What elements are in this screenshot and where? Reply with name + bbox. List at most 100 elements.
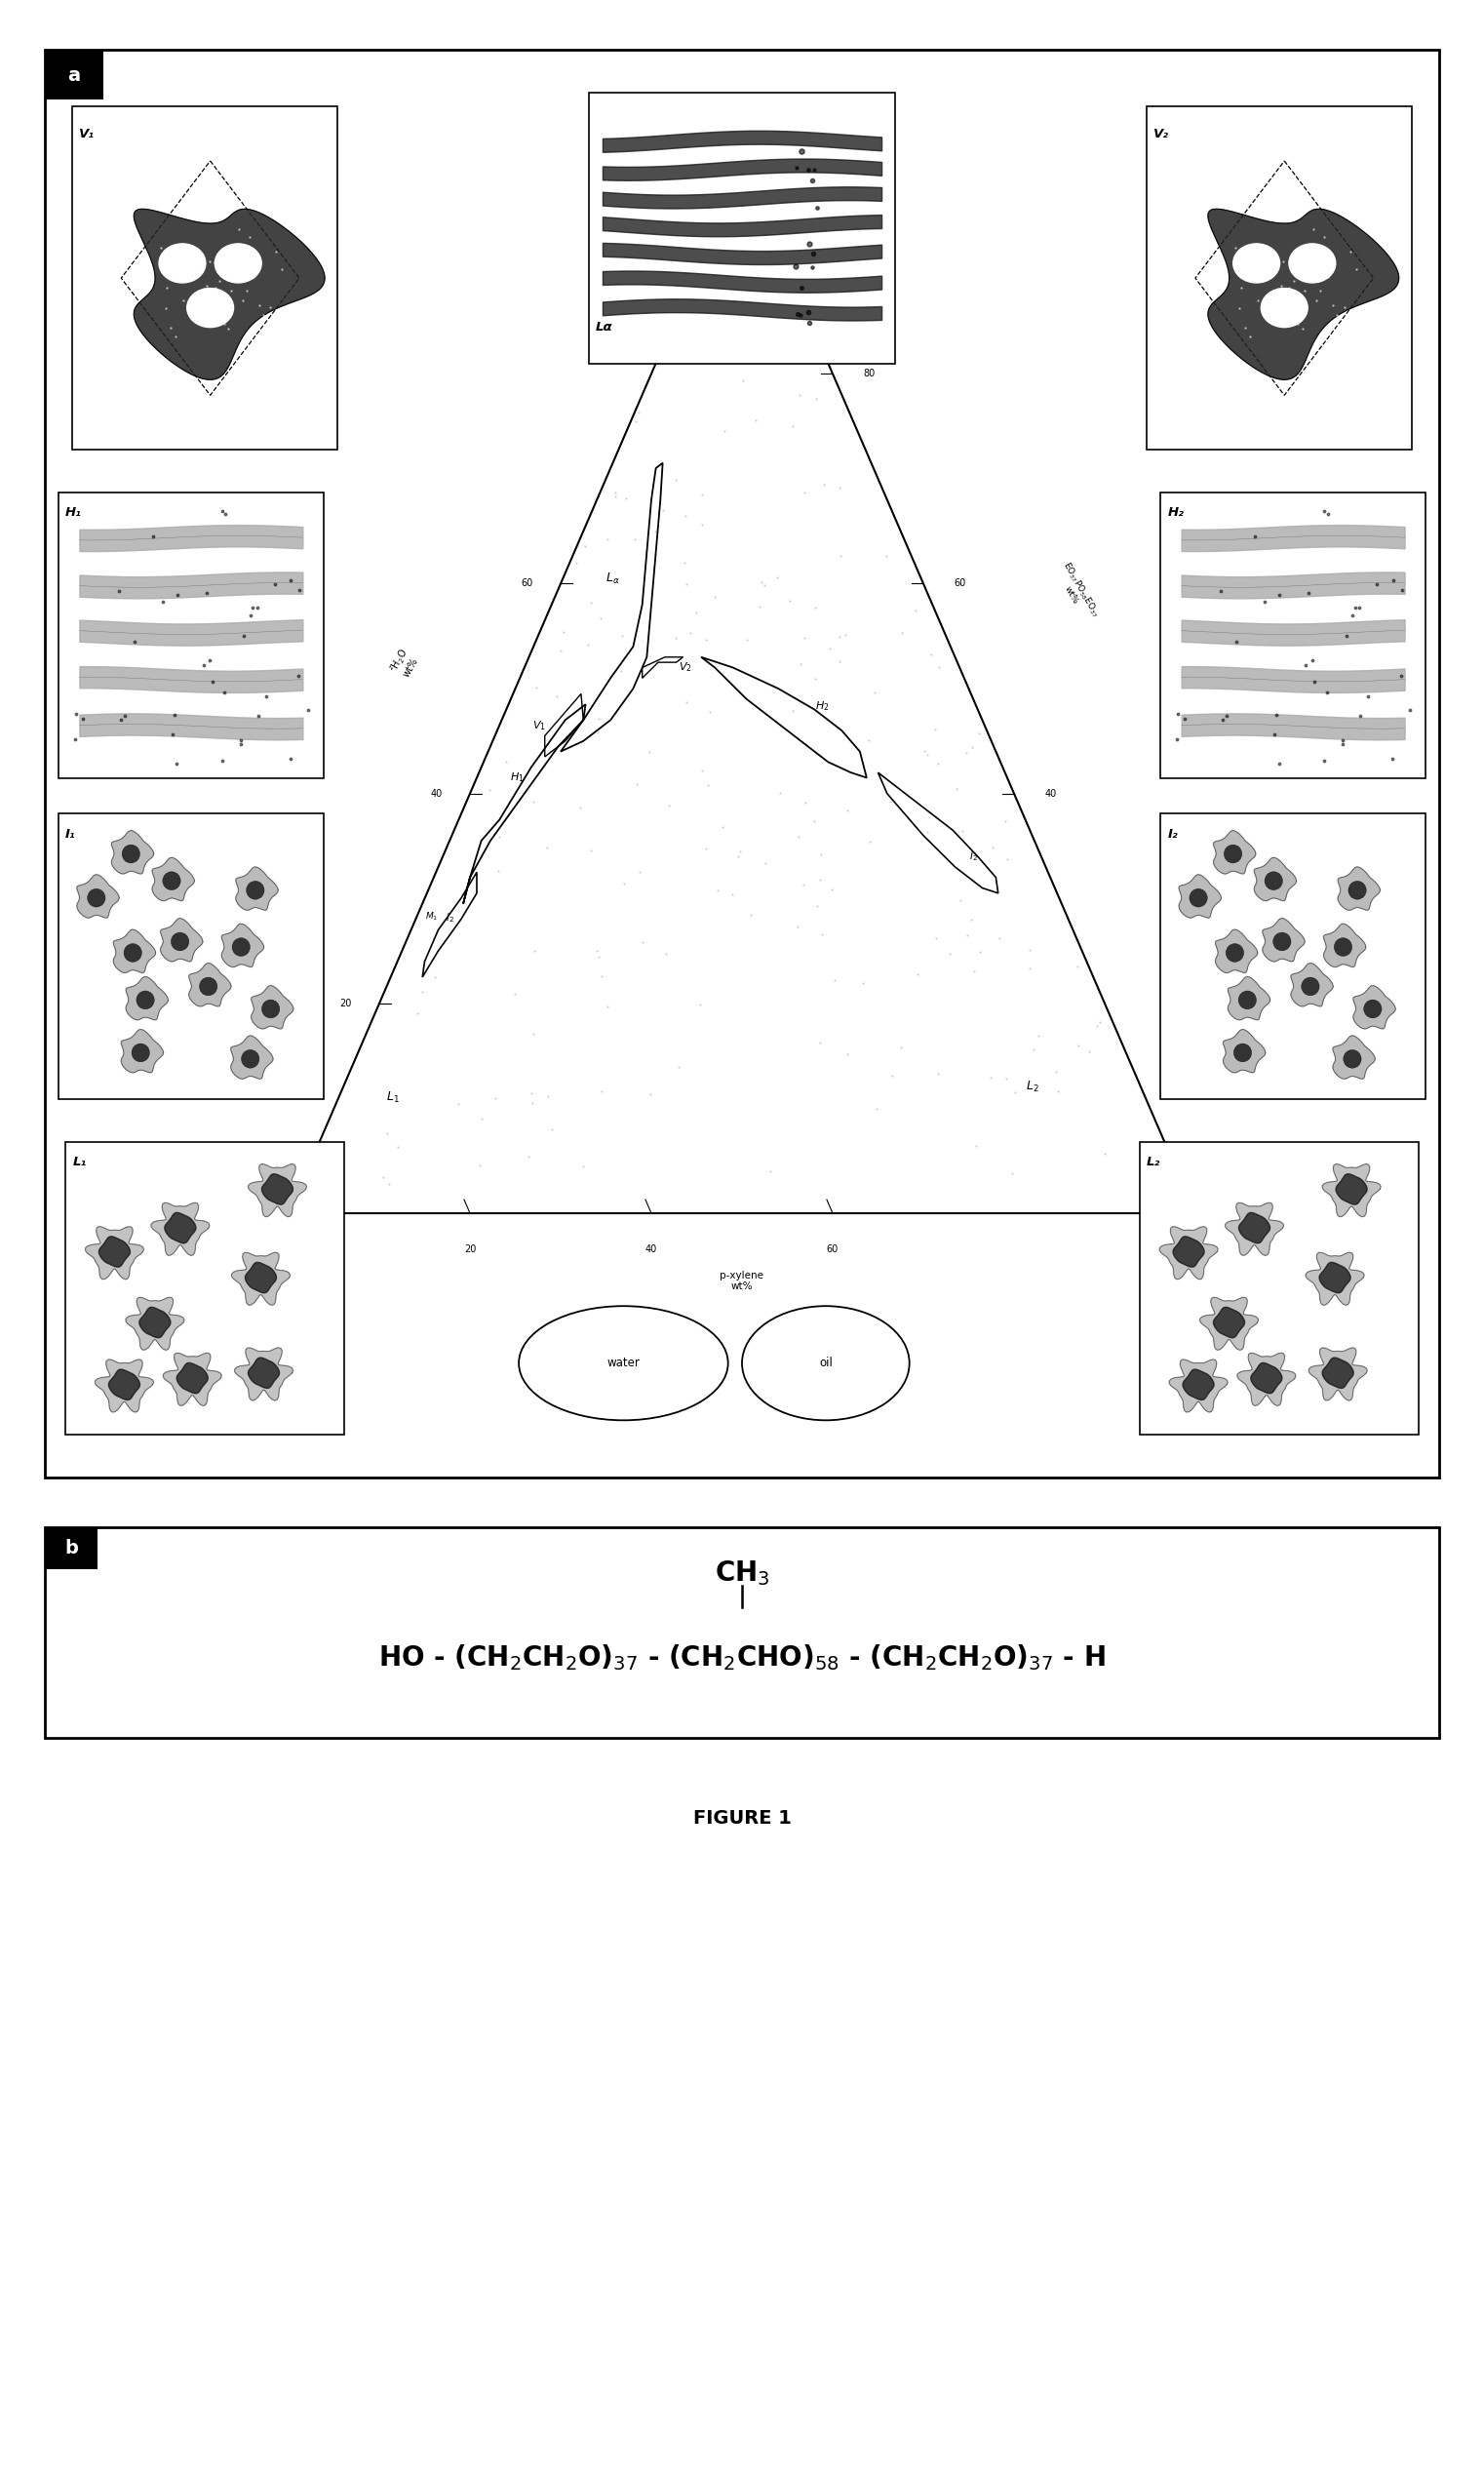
Text: I₁: I₁	[65, 827, 76, 839]
Ellipse shape	[1343, 1050, 1361, 1068]
Ellipse shape	[1239, 991, 1257, 1008]
Ellipse shape	[1264, 872, 1282, 889]
Ellipse shape	[1334, 939, 1352, 956]
Text: b: b	[64, 1539, 77, 1557]
Ellipse shape	[246, 881, 264, 899]
Polygon shape	[95, 1358, 154, 1413]
Bar	[58, 814, 324, 1100]
Polygon shape	[177, 1363, 208, 1393]
Polygon shape	[1201, 1296, 1258, 1351]
Text: I₂: I₂	[1168, 827, 1178, 839]
Text: V$_1$: V$_1$	[533, 718, 546, 732]
Polygon shape	[113, 929, 156, 973]
Text: 60: 60	[827, 1244, 838, 1254]
Text: p-xylene
wt%: p-xylene wt%	[720, 1271, 764, 1291]
Text: L₂: L₂	[1147, 1157, 1160, 1169]
Polygon shape	[1215, 929, 1257, 973]
Text: EO$_{37}$PO$_{58}$EO$_{37}$
wt%: EO$_{37}$PO$_{58}$EO$_{37}$ wt%	[1052, 559, 1103, 626]
Text: L₁: L₁	[73, 1157, 86, 1169]
Polygon shape	[1291, 963, 1333, 1006]
Polygon shape	[86, 1227, 144, 1279]
Ellipse shape	[1290, 243, 1336, 283]
Text: oil: oil	[1189, 1256, 1202, 1269]
Ellipse shape	[199, 978, 217, 996]
Text: L$_α$: L$_α$	[605, 571, 619, 586]
Text: V₁: V₁	[80, 129, 95, 142]
Polygon shape	[234, 1348, 294, 1400]
Bar	[45, 50, 102, 99]
Polygon shape	[1306, 1251, 1364, 1306]
Bar	[589, 92, 895, 363]
Bar	[1147, 107, 1411, 449]
Text: 20: 20	[464, 1244, 476, 1254]
Polygon shape	[245, 1261, 276, 1294]
Bar	[73, 107, 337, 449]
Bar	[1160, 492, 1426, 777]
Ellipse shape	[171, 934, 188, 951]
Text: Lα: Lα	[595, 320, 613, 333]
Text: oil: oil	[819, 1356, 833, 1371]
Polygon shape	[236, 867, 278, 911]
Ellipse shape	[232, 939, 249, 956]
Polygon shape	[1239, 1212, 1270, 1244]
Polygon shape	[1309, 1348, 1367, 1400]
Text: V$_2$: V$_2$	[678, 660, 692, 675]
Text: L$_1$: L$_1$	[386, 1090, 399, 1105]
Ellipse shape	[215, 243, 261, 283]
Polygon shape	[1238, 1353, 1296, 1405]
Ellipse shape	[1233, 243, 1279, 283]
Polygon shape	[1226, 1202, 1284, 1256]
Polygon shape	[1336, 1174, 1367, 1204]
Polygon shape	[134, 209, 325, 380]
Polygon shape	[261, 1174, 292, 1204]
Ellipse shape	[163, 872, 181, 889]
Text: M$_1$: M$_1$	[424, 909, 438, 921]
Ellipse shape	[132, 1043, 150, 1063]
Polygon shape	[1254, 857, 1297, 901]
Bar	[1140, 1142, 1419, 1435]
Polygon shape	[165, 1212, 196, 1244]
Polygon shape	[1223, 1030, 1266, 1073]
Polygon shape	[1208, 209, 1399, 380]
Polygon shape	[1183, 1368, 1214, 1400]
Polygon shape	[248, 1358, 279, 1388]
Polygon shape	[126, 976, 168, 1021]
Polygon shape	[230, 1035, 273, 1080]
Polygon shape	[1178, 874, 1221, 919]
Polygon shape	[77, 874, 119, 919]
Text: H$_2$: H$_2$	[815, 700, 830, 713]
Text: 60: 60	[954, 579, 966, 588]
Polygon shape	[1214, 829, 1255, 874]
Text: I$_2$: I$_2$	[969, 849, 978, 864]
Text: 80: 80	[864, 370, 876, 377]
Ellipse shape	[122, 844, 139, 864]
Polygon shape	[126, 1296, 184, 1351]
Text: water: water	[272, 1256, 306, 1269]
Polygon shape	[1227, 976, 1270, 1021]
Text: L$_2$: L$_2$	[1025, 1080, 1039, 1095]
Text: I$_2$: I$_2$	[445, 911, 454, 924]
Ellipse shape	[88, 889, 105, 906]
Polygon shape	[151, 857, 194, 901]
Polygon shape	[1159, 1227, 1218, 1279]
Text: water: water	[607, 1356, 640, 1371]
Ellipse shape	[242, 1050, 260, 1068]
Ellipse shape	[1224, 844, 1242, 864]
Text: H$_1$: H$_1$	[510, 770, 525, 785]
Polygon shape	[151, 1202, 209, 1256]
Polygon shape	[1214, 1306, 1245, 1338]
Ellipse shape	[1364, 1001, 1382, 1018]
Ellipse shape	[123, 944, 142, 961]
Polygon shape	[122, 1030, 163, 1073]
Polygon shape	[1333, 1035, 1376, 1080]
Text: H₂: H₂	[1168, 507, 1184, 519]
Polygon shape	[1322, 1358, 1353, 1388]
Polygon shape	[1337, 867, 1380, 911]
Ellipse shape	[1261, 288, 1307, 328]
Polygon shape	[1322, 1165, 1382, 1217]
Text: 20: 20	[340, 998, 352, 1008]
Text: 60: 60	[521, 579, 533, 588]
Text: a: a	[67, 67, 80, 84]
Bar	[65, 1142, 344, 1435]
Ellipse shape	[261, 1001, 279, 1018]
